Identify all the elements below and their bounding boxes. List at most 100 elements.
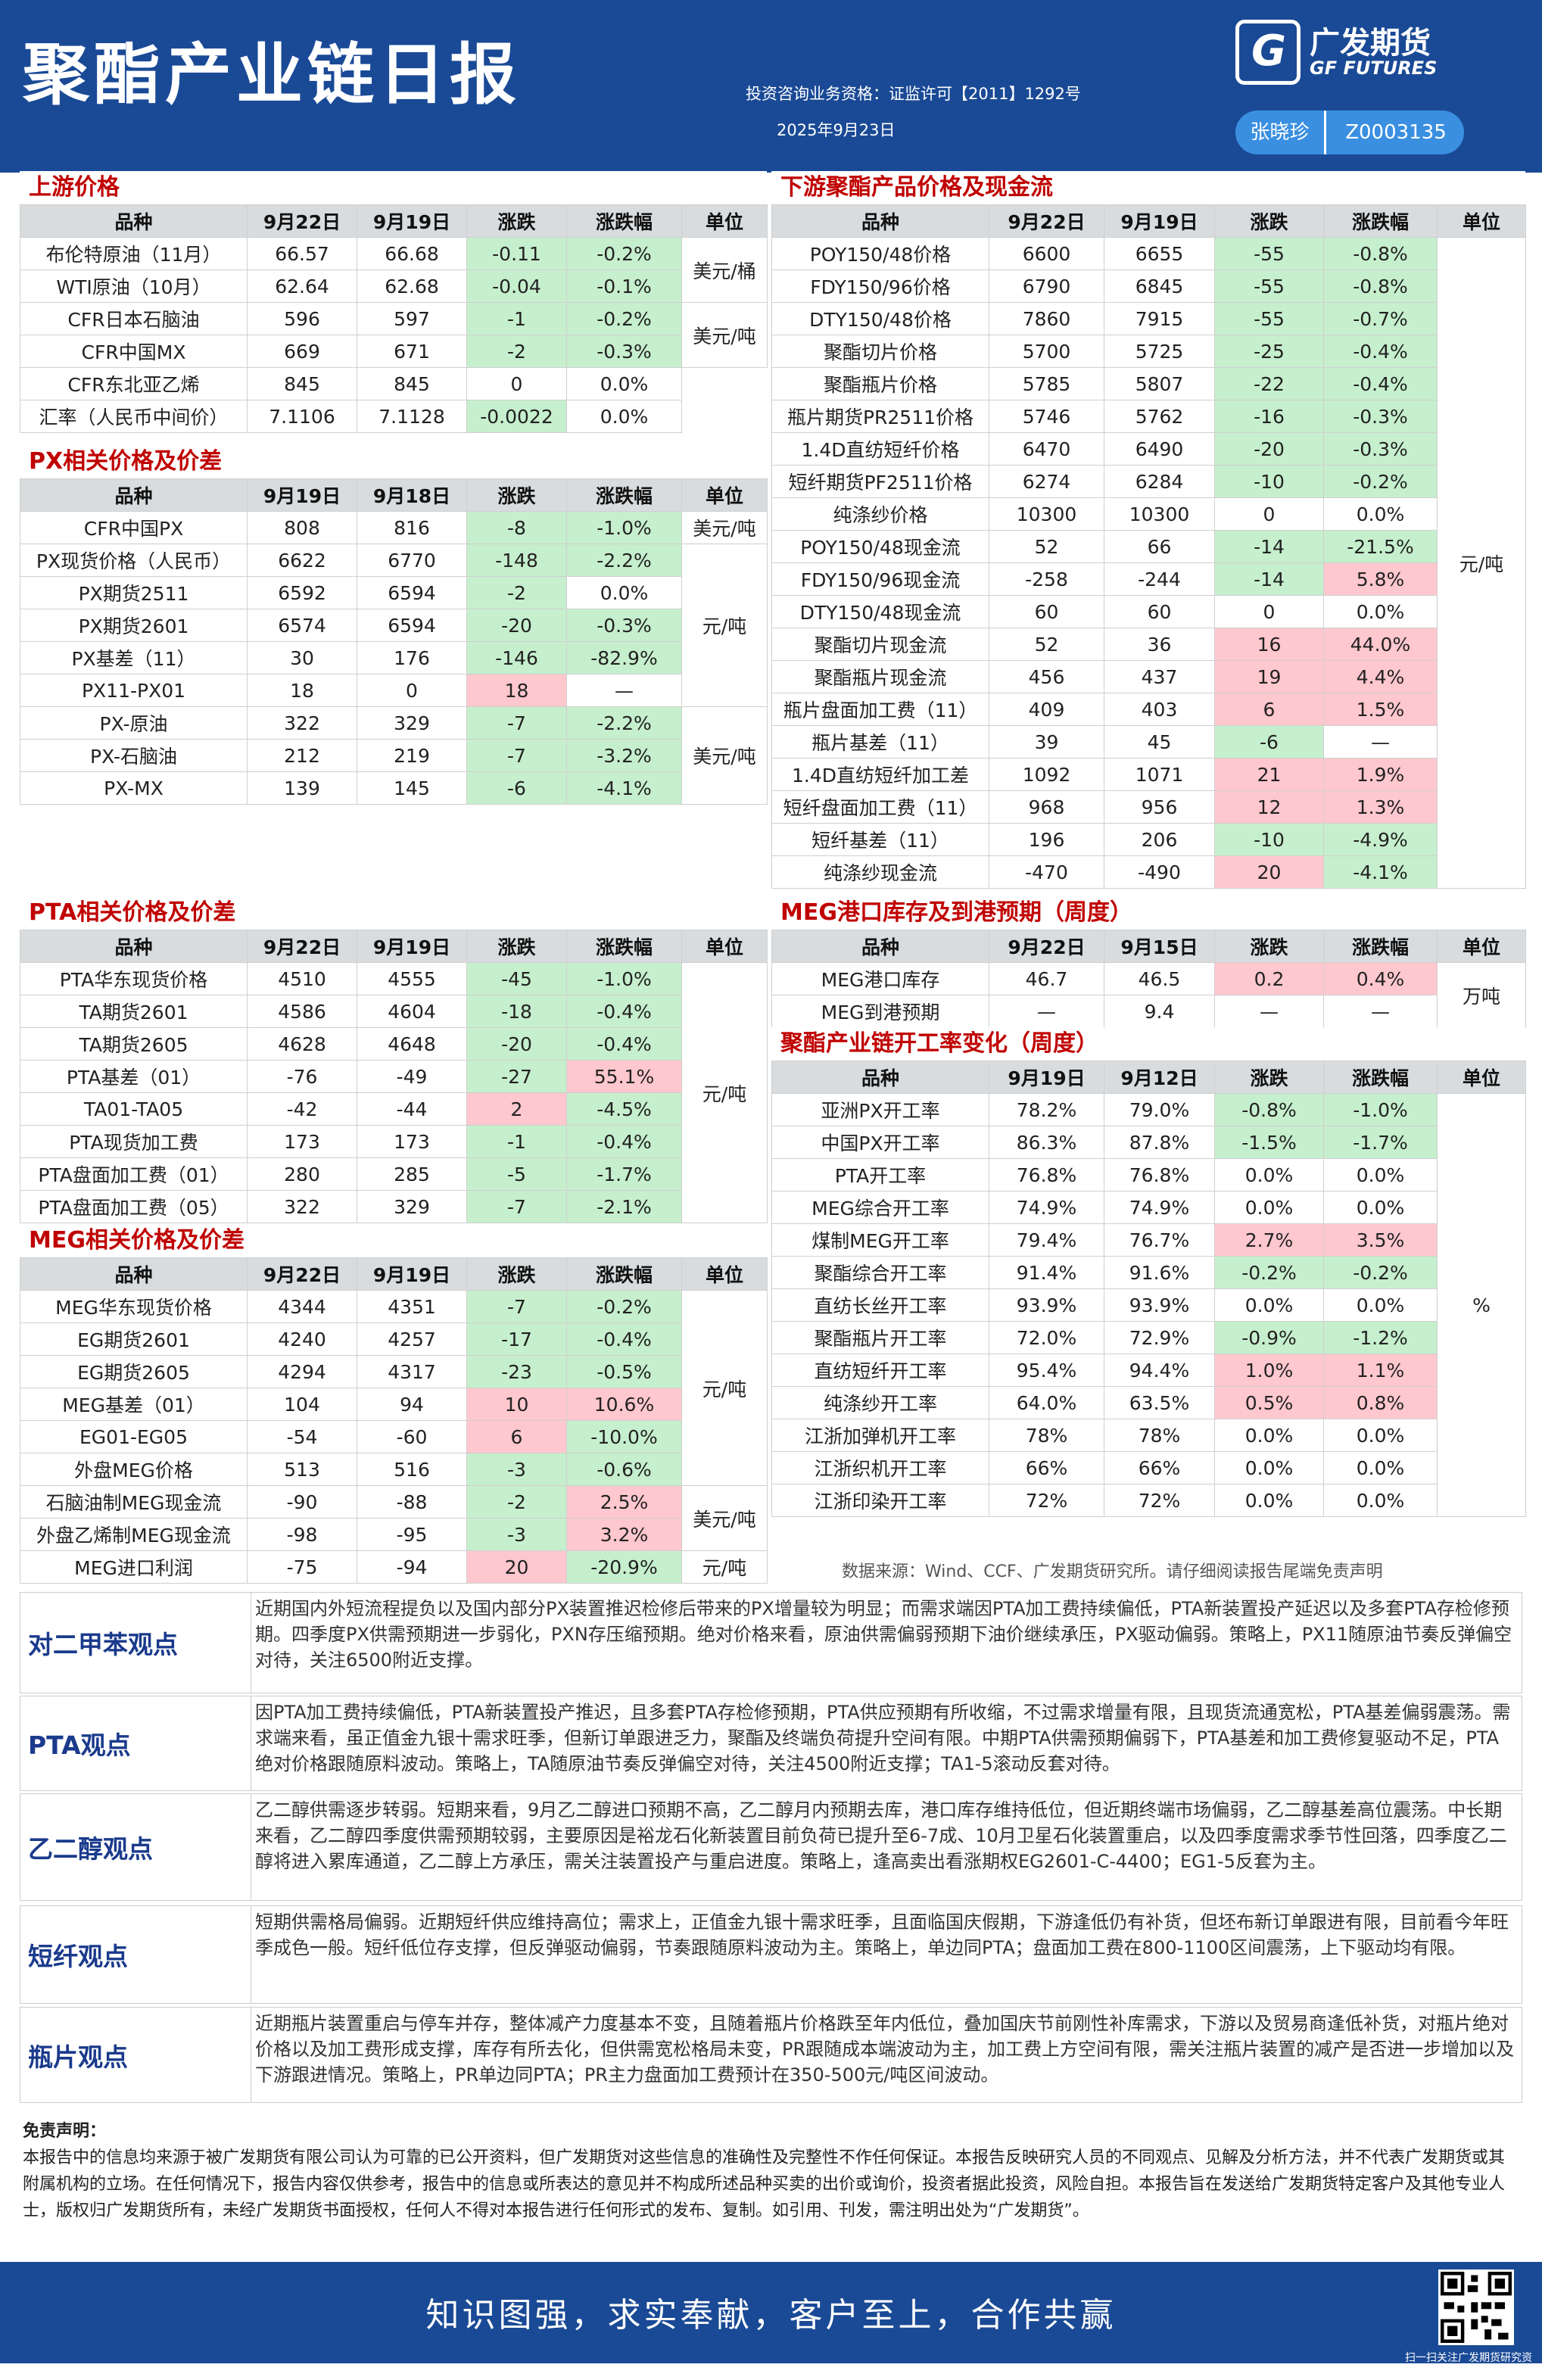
value-previous: -94 bbox=[357, 1550, 467, 1584]
change: 20 bbox=[1214, 855, 1324, 889]
change: 21 bbox=[1214, 758, 1324, 791]
change: 0.0% bbox=[1214, 1288, 1324, 1322]
table-row: 亚洲PX开工率 78.2% 79.0% -0.8% -1.0%% bbox=[771, 1093, 1526, 1517]
column-header: 单位 bbox=[681, 204, 768, 238]
value-previous: 597 bbox=[357, 302, 467, 335]
change-pct: -4.1% bbox=[1323, 855, 1438, 889]
change-pct: 3.5% bbox=[1323, 1223, 1438, 1257]
change: -7 bbox=[466, 739, 567, 772]
value-current: 52 bbox=[989, 628, 1104, 661]
value-current: 4628 bbox=[247, 1027, 357, 1061]
change-pct: 2.5% bbox=[566, 1485, 682, 1519]
column-header: 单位 bbox=[681, 1257, 768, 1291]
table-row: CFR东北亚乙烯 845 845 0 0.0% bbox=[20, 367, 768, 400]
value-current: 64.0% bbox=[989, 1386, 1104, 1419]
qr-code-icon bbox=[1438, 2269, 1514, 2345]
opinion-block: 短纤观点 短期供需格局偏弱。近期短纤供应维持高位；需求上，正值金九银十需求旺季，且… bbox=[20, 1905, 1522, 2004]
value-current: 139 bbox=[247, 771, 357, 805]
value-previous: 94 bbox=[357, 1388, 467, 1421]
change-pct: -2.2% bbox=[566, 544, 682, 577]
opinion-block: 瓶片观点 近期瓶片装置重启与停车并存，整体减产力度基本不变，且随着瓶片价格跌至年内… bbox=[20, 2007, 1522, 2103]
table-row: WTI原油（10月） 62.64 62.68 -0.04 -0.1% bbox=[20, 269, 768, 303]
value-previous: 94.4% bbox=[1104, 1354, 1215, 1387]
value-current: 104 bbox=[247, 1388, 357, 1421]
px-section-title: PX相关价格及价差 bbox=[20, 445, 767, 478]
value-current: 6274 bbox=[989, 465, 1104, 498]
change: 0.5% bbox=[1214, 1386, 1324, 1419]
value-previous: -44 bbox=[357, 1092, 467, 1126]
change-pct: 0.4% bbox=[1323, 962, 1438, 995]
opinion-label: PTA观点 bbox=[20, 1696, 251, 1790]
value-current: 5700 bbox=[989, 335, 1104, 368]
value-previous: 6594 bbox=[357, 576, 467, 609]
value-current: 10300 bbox=[989, 497, 1104, 531]
table-row: 布伦特原油（11月） 66.57 66.68 -0.11 -0.2% 美元/桶 bbox=[20, 237, 768, 303]
value-previous: 4317 bbox=[357, 1355, 467, 1388]
table-row: POY150/48现金流 52 66 -14 -21.5% bbox=[771, 530, 1526, 563]
item-name: MEG进口利润 bbox=[20, 1550, 248, 1584]
table-row: EG期货2605 4294 4317 -23 -0.5% bbox=[20, 1355, 768, 1388]
table-row: FDY150/96现金流 -258 -244 -14 5.8% bbox=[771, 562, 1526, 596]
change-pct: -0.2% bbox=[566, 237, 682, 270]
column-header: 涨跌 bbox=[1214, 930, 1324, 963]
value-current: -75 bbox=[247, 1550, 357, 1584]
change-pct: -1.7% bbox=[566, 1157, 682, 1191]
opinion-label: 短纤观点 bbox=[20, 1906, 251, 2003]
value-previous: 9.4 bbox=[1104, 995, 1215, 1028]
change: 1.0% bbox=[1214, 1354, 1324, 1387]
value-previous: 72.9% bbox=[1104, 1321, 1215, 1354]
table-row: PTA盘面加工费（01） 280 285 -5 -1.7% bbox=[20, 1157, 768, 1191]
change-pct: 0.0% bbox=[1323, 497, 1438, 531]
item-name: 外盘MEG价格 bbox=[20, 1453, 248, 1486]
change-pct: -0.5% bbox=[566, 1355, 682, 1388]
item-name: CFR中国PX bbox=[20, 511, 248, 544]
value-current: 6574 bbox=[247, 609, 357, 642]
pta-table: 品种 9月22日 9月19日 涨跌 涨跌幅 单位 PTA华东现货价格 4510 4555 -45-… bbox=[20, 930, 768, 1223]
value-previous: 5762 bbox=[1104, 400, 1215, 433]
table-row: 外盘乙烯制MEG现金流 -98 -95 -3 3.2% bbox=[20, 1518, 768, 1551]
change: 2.7% bbox=[1214, 1223, 1324, 1257]
change-pct: -21.5% bbox=[1323, 530, 1438, 563]
change-pct: -4.9% bbox=[1323, 823, 1438, 856]
table-row: 聚酯综合开工率 91.4% 91.6% -0.2% -0.2% bbox=[771, 1256, 1526, 1289]
value-current: 39 bbox=[989, 725, 1104, 759]
change: -7 bbox=[466, 706, 567, 740]
column-header: 9月19日 bbox=[989, 1061, 1104, 1094]
table-row: 1.4D直纺短纤加工差 1092 1071 21 1.9% bbox=[771, 758, 1526, 791]
column-header: 品种 bbox=[771, 204, 989, 238]
table-row: 江浙印染开工率 72% 72% 0.0% 0.0% bbox=[771, 1484, 1526, 1517]
column-header: 9月22日 bbox=[247, 930, 357, 963]
change: -18 bbox=[466, 995, 567, 1028]
change-pct: -0.2% bbox=[1323, 465, 1438, 498]
value-previous: 6770 bbox=[357, 544, 467, 577]
change-pct: 0.0% bbox=[566, 576, 682, 609]
value-current: 62.64 bbox=[247, 269, 357, 303]
value-previous: 79.0% bbox=[1104, 1093, 1215, 1126]
unit-cell: 美元/吨 bbox=[681, 706, 768, 805]
change-pct: 0.0% bbox=[566, 400, 682, 433]
value-current: 30 bbox=[247, 641, 357, 674]
change: 6 bbox=[466, 1420, 567, 1453]
unit-cell: 美元/吨 bbox=[681, 302, 768, 368]
change: -0.0022 bbox=[466, 400, 567, 433]
item-name: 直纺长丝开工率 bbox=[771, 1288, 989, 1322]
value-previous: -88 bbox=[357, 1485, 467, 1519]
unit-cell: % bbox=[1437, 1093, 1526, 1517]
value-current: 6592 bbox=[247, 576, 357, 609]
change-pct: -1.7% bbox=[1323, 1126, 1438, 1159]
value-previous: 5725 bbox=[1104, 335, 1215, 368]
value-current: 72.0% bbox=[989, 1321, 1104, 1354]
item-name: TA期货2601 bbox=[20, 995, 248, 1028]
report-title: 聚酯产业链日报 bbox=[23, 36, 522, 114]
item-name: 聚酯切片价格 bbox=[771, 335, 989, 368]
table-row: 瓶片盘面加工费（11） 409 403 6 1.5% bbox=[771, 693, 1526, 726]
value-previous: 66 bbox=[1104, 530, 1215, 563]
table-row: PX-原油 322 329 -7 -2.2% 美元/吨 bbox=[20, 706, 768, 805]
item-name: CFR中国MX bbox=[20, 335, 248, 368]
gf-futures-logo: G 广发期货 GF FUTURES bbox=[1235, 17, 1463, 85]
change-pct: 0.0% bbox=[1323, 595, 1438, 628]
column-header: 9月22日 bbox=[989, 204, 1104, 238]
item-name: MEG华东现货价格 bbox=[20, 1290, 248, 1323]
item-name: CFR日本石脑油 bbox=[20, 302, 248, 335]
value-previous: 173 bbox=[357, 1125, 467, 1158]
